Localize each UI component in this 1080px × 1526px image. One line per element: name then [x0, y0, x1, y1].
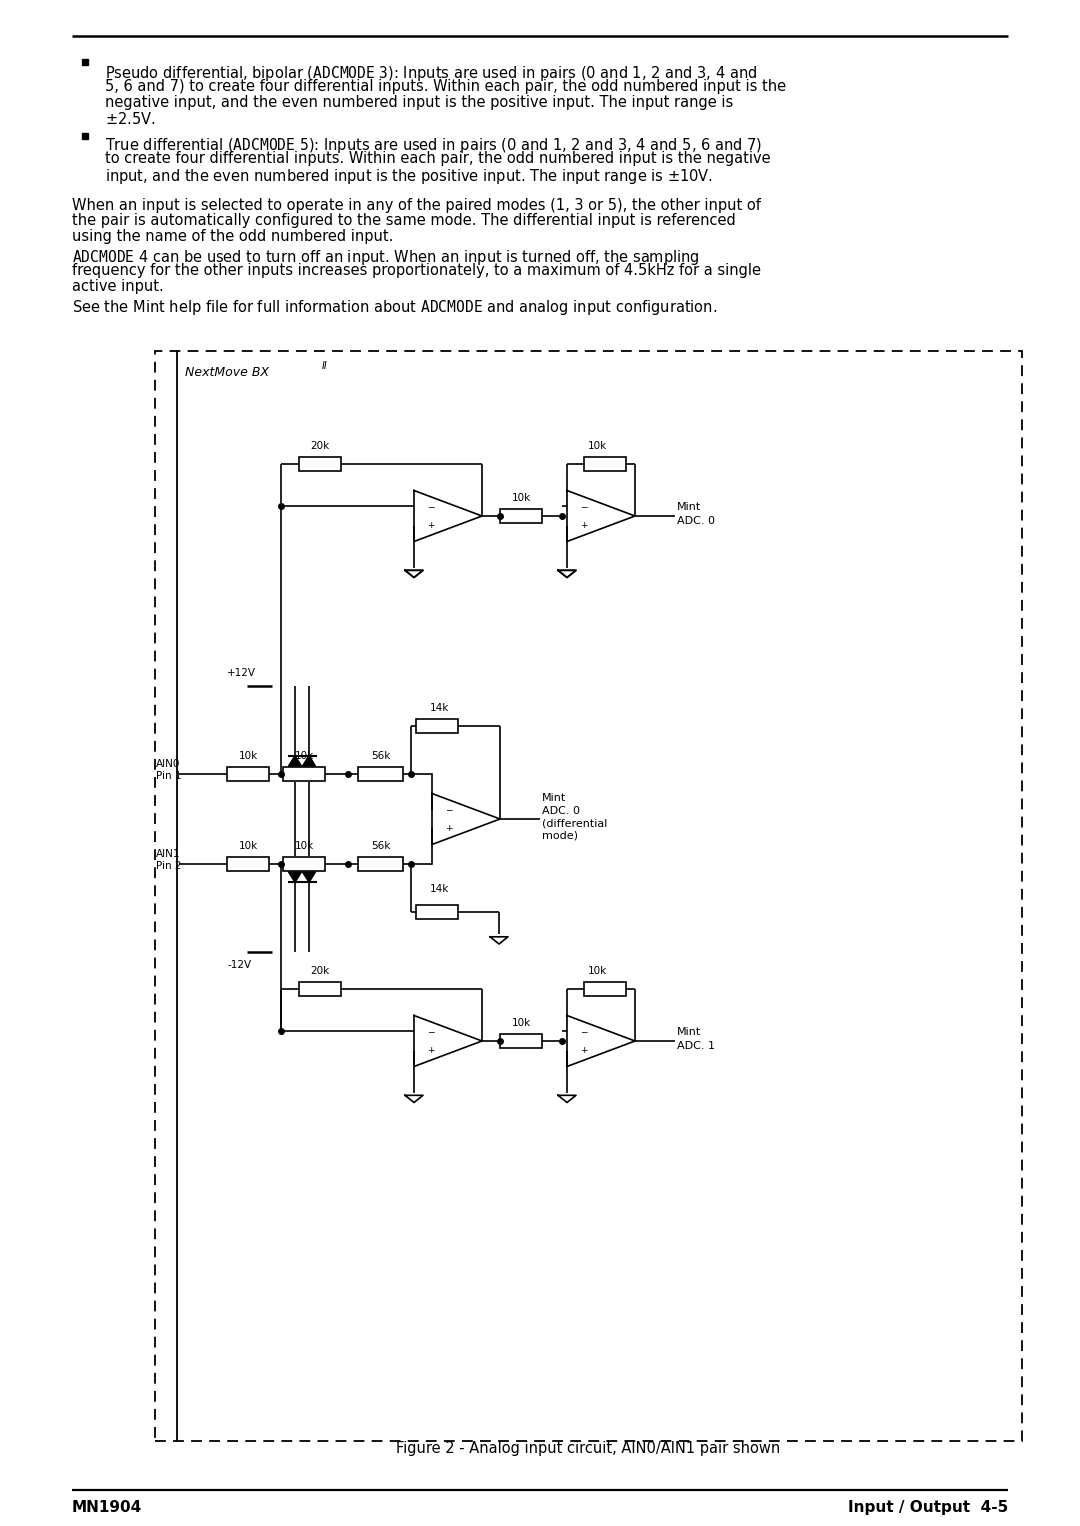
Polygon shape — [405, 1096, 423, 1102]
Text: +: + — [428, 1045, 435, 1054]
Text: 5, 6 and 7) to create four differential inputs. Within each pair, the odd number: 5, 6 and 7) to create four differential … — [105, 79, 786, 95]
Text: +12V: +12V — [227, 668, 256, 678]
Polygon shape — [288, 871, 301, 882]
Bar — [357, 768, 403, 781]
Bar — [416, 719, 458, 732]
Text: Pseudo differential, bipolar ($\mathtt{ADCMODE}$ $\mathtt{3}$): Inputs are used : Pseudo differential, bipolar ($\mathtt{A… — [105, 64, 757, 82]
Polygon shape — [288, 755, 301, 766]
Text: 20k: 20k — [310, 966, 329, 977]
Polygon shape — [432, 794, 500, 844]
Text: NextMove BX: NextMove BX — [185, 366, 269, 378]
Text: Mint
ADC. 0
(differential
mode): Mint ADC. 0 (differential mode) — [542, 794, 607, 841]
Text: −: − — [428, 502, 435, 511]
Text: Mint
ADC. 0: Mint ADC. 0 — [677, 502, 715, 525]
Text: −: − — [445, 806, 453, 813]
Polygon shape — [567, 1015, 635, 1067]
Text: input, and the even numbered input is the positive input. The input range is $\p: input, and the even numbered input is th… — [105, 166, 713, 186]
Polygon shape — [558, 1096, 576, 1102]
Text: 14k: 14k — [430, 703, 448, 713]
Text: frequency for the other inputs increases proportionately, to a maximum of 4.5kHz: frequency for the other inputs increases… — [72, 264, 761, 279]
Text: $\mathtt{ADCMODE}$ 4 can be used to turn off an input. When an input is turned o: $\mathtt{ADCMODE}$ 4 can be used to turn… — [72, 249, 700, 267]
Bar — [283, 768, 325, 781]
Text: +: + — [428, 520, 435, 530]
Text: using the name of the odd numbered input.: using the name of the odd numbered input… — [72, 229, 393, 244]
Text: 10k: 10k — [239, 841, 258, 852]
Text: 20k: 20k — [310, 441, 329, 452]
Text: +: + — [580, 1045, 588, 1054]
Polygon shape — [405, 571, 423, 577]
Polygon shape — [405, 571, 423, 577]
Text: the pair is automatically configured to the same mode. The differential input is: the pair is automatically configured to … — [72, 214, 735, 229]
Bar — [416, 905, 458, 919]
Text: 56k: 56k — [370, 841, 390, 852]
Bar — [357, 858, 403, 871]
Polygon shape — [414, 490, 482, 542]
Text: +: + — [445, 824, 453, 833]
Text: See the Mint help file for full information about $\mathtt{ADCMODE}$ and analog : See the Mint help file for full informat… — [72, 298, 717, 317]
Text: negative input, and the even numbered input is the positive input. The input ran: negative input, and the even numbered in… — [105, 95, 733, 110]
Text: −: − — [580, 1027, 588, 1036]
Text: −: − — [428, 1027, 435, 1036]
Polygon shape — [490, 937, 508, 945]
Bar — [500, 510, 542, 523]
Text: 56k: 56k — [370, 751, 390, 761]
Polygon shape — [558, 571, 576, 577]
Text: 10k: 10k — [588, 966, 607, 977]
Text: True differential ($\mathtt{ADCMODE}$ $\mathtt{5}$): Inputs are used in pairs (0: True differential ($\mathtt{ADCMODE}$ $\… — [105, 136, 762, 156]
Bar — [500, 1035, 542, 1048]
Text: 10k: 10k — [239, 751, 258, 761]
Text: Figure 2 - Analog input circuit, AIN0/AIN1 pair shown: Figure 2 - Analog input circuit, AIN0/AI… — [396, 1441, 781, 1456]
Text: 10k: 10k — [511, 1018, 530, 1029]
Text: −: − — [580, 502, 588, 511]
Bar — [299, 983, 341, 996]
Text: 10k: 10k — [295, 751, 313, 761]
Text: Input / Output  4-5: Input / Output 4-5 — [848, 1500, 1008, 1515]
Text: 10k: 10k — [295, 841, 313, 852]
Polygon shape — [558, 571, 576, 577]
Bar — [299, 456, 341, 472]
Polygon shape — [302, 755, 315, 766]
Text: Mint
ADC. 1: Mint ADC. 1 — [677, 1027, 715, 1050]
Bar — [227, 858, 269, 871]
Bar — [283, 858, 325, 871]
Text: $\pm$2.5V.: $\pm$2.5V. — [105, 110, 156, 127]
Text: -12V: -12V — [227, 960, 252, 971]
Text: II: II — [322, 362, 327, 371]
Text: +: + — [580, 520, 588, 530]
Text: 10k: 10k — [588, 441, 607, 452]
Polygon shape — [414, 1015, 482, 1067]
Bar — [227, 768, 269, 781]
Bar — [584, 983, 626, 996]
Text: When an input is selected to operate in any of the paired modes (1, 3 or 5), the: When an input is selected to operate in … — [72, 198, 761, 214]
Bar — [584, 456, 626, 472]
Polygon shape — [567, 490, 635, 542]
Text: active input.: active input. — [72, 279, 164, 295]
Text: 10k: 10k — [511, 493, 530, 504]
Polygon shape — [302, 871, 315, 882]
Text: to create four differential inputs. Within each pair, the odd numbered input is : to create four differential inputs. With… — [105, 151, 771, 166]
Text: MN1904: MN1904 — [72, 1500, 143, 1515]
Text: 14k: 14k — [430, 884, 448, 894]
Text: AIN1
Pin 2: AIN1 Pin 2 — [156, 848, 181, 871]
Bar — [156, 351, 1022, 1441]
Text: AIN0
Pin 1: AIN0 Pin 1 — [156, 758, 181, 781]
